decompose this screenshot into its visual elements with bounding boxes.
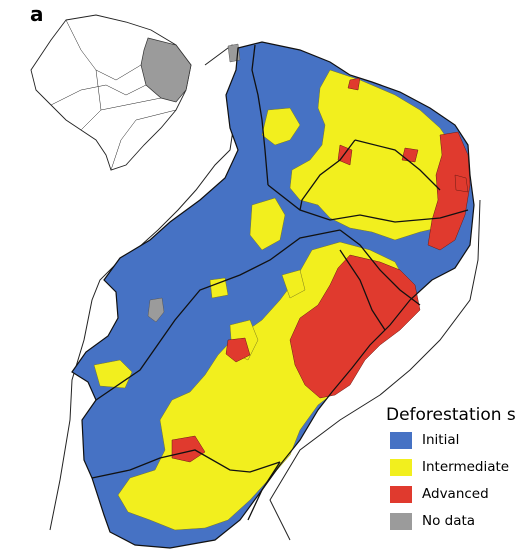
brazil-inset-map: [30, 14, 192, 171]
legend-label: Initial: [422, 432, 460, 448]
legend-title: Deforestation s: [386, 405, 516, 425]
legend-swatch: [390, 432, 412, 449]
legend-item-advanced: Advanced: [386, 482, 521, 507]
legend-item-initial: Initial: [386, 428, 521, 453]
legend-label: Advanced: [422, 486, 489, 502]
legend: Deforestation s Initial Intermediate Adv…: [386, 404, 521, 534]
region-advanced: [171, 77, 471, 463]
neighbour-outline-east: [269, 199, 481, 541]
legend-swatch: [390, 459, 412, 476]
panel-label: a: [30, 2, 44, 26]
legend-item-no-data: No data: [386, 509, 521, 534]
legend-label: Intermediate: [422, 459, 510, 475]
inset-northeast-highlight: [140, 37, 192, 103]
legend-swatch: [390, 486, 412, 503]
legend-label: No data: [422, 513, 476, 529]
legend-swatch: [390, 513, 412, 530]
legend-item-intermediate: Intermediate: [386, 455, 521, 480]
state-borders: [91, 44, 469, 521]
inset-state-lines: [50, 19, 177, 171]
region-outline: [71, 41, 475, 549]
